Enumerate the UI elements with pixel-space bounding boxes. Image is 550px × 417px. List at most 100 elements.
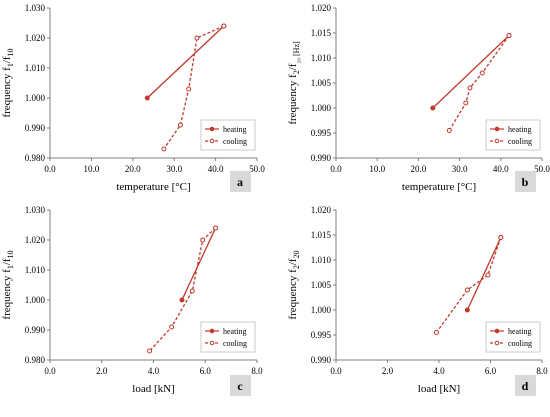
y-label-subscript: 1	[6, 63, 15, 67]
y-tick-label: 1.030	[25, 205, 46, 215]
panel-label: c	[237, 379, 243, 393]
y-axis-label: frequency f2/f₂₀ [Hz]	[287, 41, 301, 125]
legend-label-heating: heating	[508, 125, 532, 134]
y-tick-label: 1.010	[311, 255, 332, 265]
x-axis-label: temperature [°C]	[402, 181, 476, 193]
legend-marker-heating	[209, 126, 215, 132]
x-tick-label: 10.0	[84, 164, 100, 174]
y-tick-label: 0.995	[311, 128, 332, 138]
legend-marker-heating	[209, 328, 215, 334]
y-label-subscript: 10	[6, 250, 15, 258]
data-point-cooling	[213, 225, 219, 231]
y-tick-label: 1.030	[25, 3, 46, 13]
series-line-heating	[146, 25, 225, 99]
series-line-heating	[432, 35, 510, 109]
data-point-cooling	[446, 128, 452, 133]
legend-marker-cooling	[209, 138, 215, 144]
x-tick-label: 8.0	[251, 366, 263, 376]
y-tick-label: 1.020	[311, 3, 332, 13]
data-point-cooling	[200, 237, 206, 243]
series-line-cooling	[149, 227, 217, 352]
legend-box	[485, 321, 541, 353]
x-tick-label: 30.0	[452, 164, 468, 174]
y-tick-label: 0.990	[311, 355, 332, 365]
y-label-subscript: 1	[6, 265, 15, 269]
data-point-cooling	[189, 288, 195, 294]
legend-box	[200, 119, 256, 151]
x-tick-label: 50.0	[249, 164, 265, 174]
x-tick-label: 0.0	[330, 164, 342, 174]
data-point-cooling	[479, 70, 485, 76]
y-tick-label: 1.000	[25, 295, 46, 305]
data-point-heating	[179, 297, 185, 303]
data-point-heating	[430, 105, 436, 111]
panel-label: d	[522, 379, 529, 393]
series-line-heating	[181, 227, 217, 301]
data-point-cooling	[194, 35, 200, 41]
y-tick-label: 0.990	[311, 153, 332, 163]
y-label-subscript: 2	[292, 265, 301, 269]
x-tick-label: 40.0	[208, 164, 224, 174]
y-axis-label: frequency f1/f10	[1, 48, 15, 117]
x-tick-label: 6.0	[485, 366, 497, 376]
y-tick-label: 1.010	[25, 63, 46, 73]
x-tick-label: 0.0	[330, 366, 342, 376]
x-tick-label: 2.0	[382, 366, 394, 376]
legend-box	[200, 321, 256, 353]
panel-label-badge	[230, 171, 251, 192]
x-tick-label: 30.0	[166, 164, 182, 174]
panel-label: b	[522, 175, 529, 189]
data-point-cooling	[463, 100, 469, 106]
y-tick-label: 0.980	[25, 153, 46, 163]
chart-panel-b: 0.990 0.995 1.000 1.005 1.010 1.015 1.020 0.0 10…	[287, 3, 550, 193]
data-point-cooling	[221, 23, 227, 29]
y-tick-label: 1.010	[25, 265, 46, 275]
y-tick-label: 0.995	[311, 330, 332, 340]
y-tick-label: 0.980	[25, 355, 46, 365]
x-tick-label: 20.0	[125, 164, 141, 174]
legend-label-cooling: cooling	[508, 137, 532, 146]
y-label-subscript: 20	[292, 250, 301, 258]
data-point-cooling	[433, 330, 439, 335]
x-tick-label: 6.0	[200, 366, 212, 376]
data-point-heating	[144, 95, 150, 101]
y-tick-label: 1.000	[311, 305, 332, 315]
data-point-cooling	[506, 33, 512, 38]
y-label-part: /f	[1, 56, 13, 63]
y-tick-label: 0.990	[25, 325, 46, 335]
y-tick-label: 1.000	[25, 93, 46, 103]
y-tick-label: 0.990	[25, 123, 46, 133]
legend-label-heating: heating	[223, 327, 247, 336]
legend-marker-heating	[494, 126, 500, 132]
y-label-part: /f	[1, 258, 13, 265]
panel-label: a	[237, 175, 243, 189]
y-axis-label: frequency f1/f10	[1, 250, 15, 319]
y-label-part: frequency f	[287, 74, 299, 125]
series-line-cooling	[435, 237, 502, 333]
y-tick-label: 1.005	[311, 280, 332, 290]
x-tick-label: 0.0	[44, 366, 56, 376]
y-tick-label: 1.010	[311, 53, 332, 63]
panel-label-badge	[515, 171, 536, 192]
x-tick-label: 10.0	[369, 164, 385, 174]
y-label-part: /f	[287, 258, 299, 265]
x-tick-label: 8.0	[536, 366, 548, 376]
legend-label-heating: heating	[223, 125, 247, 134]
y-tick-label: 1.005	[311, 78, 332, 88]
y-label-subscript: 2	[292, 70, 301, 74]
x-axis-label: load [kN]	[418, 383, 460, 395]
y-tick-label: 1.015	[311, 230, 332, 240]
legend-label-cooling: cooling	[223, 137, 247, 146]
data-point-cooling	[147, 348, 153, 354]
x-axis-label: load [kN]	[132, 383, 174, 395]
legend-label-heating: heating	[508, 327, 532, 336]
chart-panel-c: 0.980 0.990 1.000 1.010 1.020 1.030 0.0 2.0 4.0 6…	[1, 205, 263, 396]
legend-marker-cooling	[494, 138, 500, 144]
x-axis-label: temperature [°C]	[116, 181, 190, 193]
y-tick-label: 1.020	[25, 235, 46, 245]
data-point-cooling	[169, 324, 175, 330]
data-point-cooling	[186, 86, 192, 92]
legend-marker-cooling	[494, 340, 500, 346]
y-label-part: frequency f	[1, 67, 13, 118]
